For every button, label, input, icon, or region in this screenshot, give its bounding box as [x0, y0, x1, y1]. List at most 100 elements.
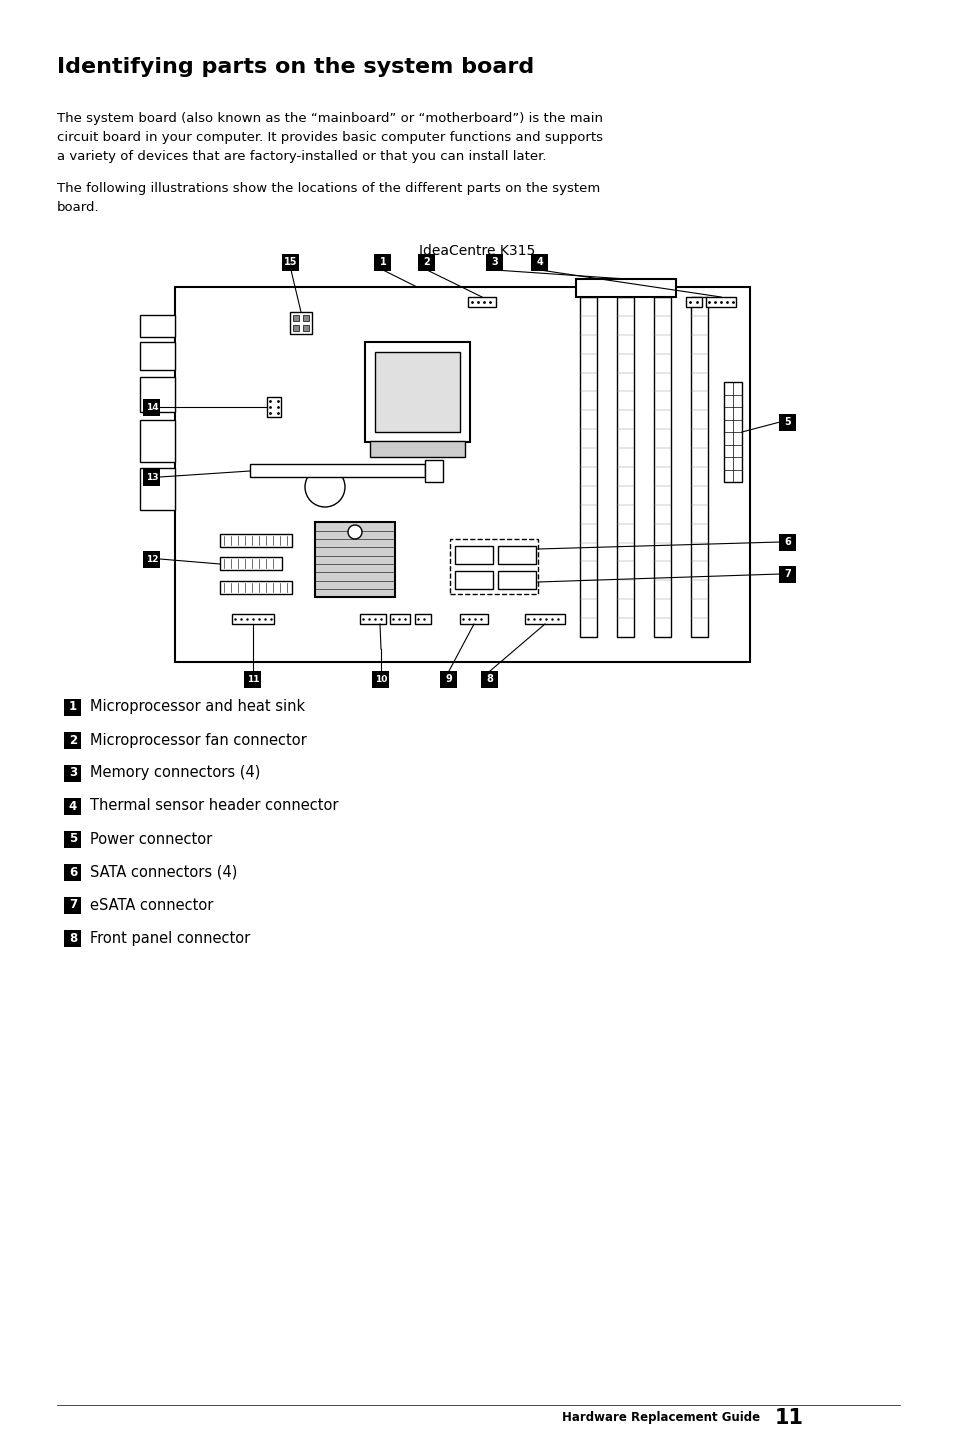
Bar — [705, 298, 735, 306]
Bar — [497, 546, 536, 563]
Bar — [303, 315, 309, 321]
Text: a variety of devices that are factory-installed or that you can install later.: a variety of devices that are factory-in… — [57, 150, 546, 163]
Text: 3: 3 — [69, 767, 77, 780]
Text: 8: 8 — [69, 932, 77, 944]
Text: The following illustrations show the locations of the different parts on the sys: The following illustrations show the loc… — [57, 182, 599, 195]
Text: Microprocessor and heat sink: Microprocessor and heat sink — [90, 700, 305, 714]
Bar — [455, 571, 493, 590]
Text: Memory connectors (4): Memory connectors (4) — [90, 765, 260, 781]
Bar — [303, 325, 309, 331]
Text: 7: 7 — [69, 899, 77, 912]
Bar — [220, 534, 292, 547]
Bar — [486, 254, 503, 270]
Text: Identifying parts on the system board: Identifying parts on the system board — [57, 57, 534, 77]
Text: Thermal sensor header connector: Thermal sensor header connector — [90, 799, 338, 813]
Bar — [65, 929, 81, 947]
Text: 11: 11 — [247, 675, 259, 684]
Bar — [359, 614, 386, 624]
Bar — [65, 732, 81, 748]
Bar — [293, 315, 298, 321]
Bar — [390, 614, 410, 624]
Text: 10: 10 — [375, 675, 387, 684]
Text: eSATA connector: eSATA connector — [90, 897, 213, 912]
Bar — [140, 315, 174, 337]
Text: 4: 4 — [536, 257, 543, 267]
Circle shape — [305, 468, 345, 507]
Bar — [293, 325, 298, 331]
Bar — [579, 298, 597, 637]
Bar — [140, 420, 174, 462]
Bar — [450, 539, 537, 594]
Bar — [723, 382, 741, 482]
Text: 1: 1 — [69, 700, 77, 713]
Bar — [65, 797, 81, 815]
Text: 8: 8 — [486, 674, 493, 684]
Text: 7: 7 — [783, 569, 791, 579]
Bar — [244, 671, 261, 687]
Bar — [143, 398, 160, 415]
Bar — [372, 671, 389, 687]
Bar — [531, 254, 548, 270]
Text: Hardware Replacement Guide: Hardware Replacement Guide — [561, 1411, 760, 1424]
Text: 2: 2 — [69, 733, 77, 746]
Bar — [282, 254, 299, 270]
Bar — [290, 312, 312, 334]
Bar — [250, 465, 424, 478]
Bar — [140, 378, 174, 412]
Bar — [220, 558, 282, 571]
Bar — [65, 896, 81, 913]
Text: 14: 14 — [146, 402, 158, 411]
Text: 2: 2 — [423, 257, 430, 267]
Text: 13: 13 — [146, 472, 158, 482]
Text: Front panel connector: Front panel connector — [90, 931, 250, 945]
Text: board.: board. — [57, 200, 99, 213]
Bar — [779, 533, 796, 550]
Text: 1: 1 — [379, 257, 386, 267]
Circle shape — [348, 526, 361, 539]
Text: 6: 6 — [69, 865, 77, 878]
Text: 3: 3 — [491, 257, 497, 267]
Text: 5: 5 — [69, 832, 77, 845]
Bar — [455, 546, 493, 563]
Bar — [314, 523, 395, 597]
Bar — [65, 864, 81, 880]
Bar — [415, 614, 431, 624]
Text: 11: 11 — [774, 1408, 803, 1427]
Bar — [497, 571, 536, 590]
Bar — [220, 581, 292, 594]
Text: 9: 9 — [445, 674, 452, 684]
Bar — [174, 287, 749, 662]
Text: 6: 6 — [783, 537, 791, 547]
Bar — [424, 460, 442, 482]
Bar — [617, 298, 634, 637]
Text: 5: 5 — [783, 417, 791, 427]
Bar — [375, 351, 459, 433]
Bar — [143, 550, 160, 568]
Bar — [365, 343, 470, 441]
Bar — [524, 614, 564, 624]
Bar — [267, 396, 281, 417]
Bar — [481, 671, 498, 687]
Bar — [468, 298, 496, 306]
Bar — [690, 298, 707, 637]
Bar — [370, 441, 464, 457]
Bar — [685, 298, 701, 306]
Text: Microprocessor fan connector: Microprocessor fan connector — [90, 732, 307, 748]
Bar — [140, 468, 174, 510]
Bar — [779, 565, 796, 582]
Bar — [576, 279, 676, 298]
Text: 4: 4 — [69, 800, 77, 813]
Bar — [65, 765, 81, 781]
Bar — [779, 414, 796, 430]
Bar — [375, 254, 391, 270]
Text: The system board (also known as the “mainboard” or “motherboard”) is the main: The system board (also known as the “mai… — [57, 112, 602, 125]
Bar — [65, 698, 81, 716]
Bar — [140, 343, 174, 370]
Bar — [418, 254, 435, 270]
Text: 12: 12 — [146, 555, 158, 563]
Bar — [440, 671, 457, 687]
Bar — [459, 614, 488, 624]
Text: 15: 15 — [284, 257, 297, 267]
Bar — [65, 831, 81, 848]
Bar — [232, 614, 274, 624]
